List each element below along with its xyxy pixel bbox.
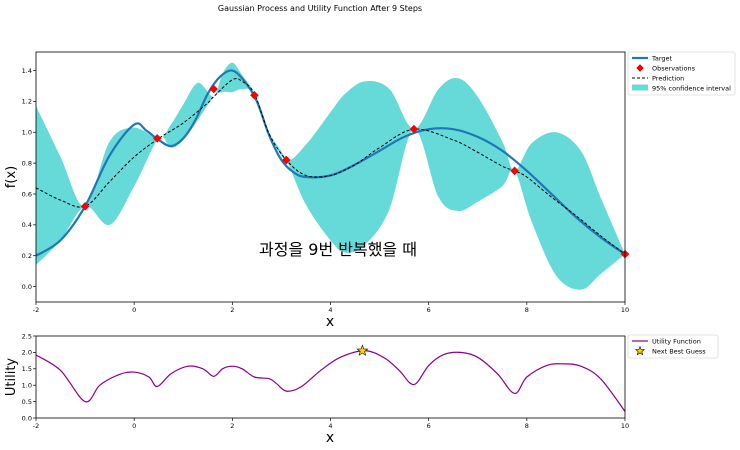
x-tick-label: -2 — [33, 306, 39, 314]
utility-line — [35, 350, 626, 412]
x-tick-label: 10 — [621, 306, 629, 314]
utility-x-ticks: -2 0 2 4 6 8 10 — [33, 418, 629, 430]
y-tick-label: 1.5 — [22, 365, 32, 373]
figure-title: Gaussian Process and Utility Function Af… — [218, 4, 422, 13]
y-tick-label: 1.0 — [22, 129, 32, 137]
x-tick-label: 8 — [525, 306, 529, 314]
legend-observations-label: Observations — [652, 65, 696, 73]
y-tick-label: 1.0 — [22, 382, 32, 390]
y-tick-label: 2.0 — [22, 349, 32, 357]
x-tick-label: 2 — [230, 306, 234, 314]
legend-next-guess-label: Next Best Guess — [652, 348, 706, 356]
legend-observations-swatch — [636, 64, 644, 72]
utility-y-ticks: 0.0 0.5 1.0 1.5 2.0 2.5 — [22, 332, 36, 422]
legend-prediction-label: Prediction — [652, 75, 684, 83]
utility-legend-box — [627, 334, 719, 359]
gp-series-group — [36, 62, 625, 290]
y-tick-label: 0.5 — [22, 398, 32, 406]
x-tick-label: 4 — [328, 306, 332, 314]
utility-chart: -2 0 2 4 6 8 10 0.0 0.5 1.0 1.5 2.0 2.5 x Utility U… — [4, 332, 719, 446]
x-tick-label: -2 — [33, 422, 39, 430]
y-tick-label: 0.0 — [22, 414, 32, 422]
gp-y-axis-label: f(x) — [4, 166, 19, 188]
y-tick-label: 2.5 — [22, 332, 32, 340]
x-tick-label: 2 — [230, 422, 234, 430]
gp-chart: -2 0 2 4 6 8 10 0.0 0.2 0.4 0.6 0.8 1.0 1.2 1.4 x f(x… — [4, 51, 736, 330]
gp-x-axis-label: x — [326, 314, 334, 330]
chart-annotation: 과정을 9번 반복했을 때 — [259, 240, 417, 259]
next-best-guess-star — [356, 344, 369, 356]
target-line — [36, 69, 625, 257]
gp-legend: Target Observations Prediction 95% confi… — [627, 51, 736, 96]
observation-point — [409, 124, 419, 134]
utility-plot-area — [35, 344, 626, 412]
observation-point — [152, 134, 162, 143]
x-tick-label: 4 — [328, 422, 332, 430]
gp-x-ticks: -2 0 2 4 6 8 10 — [33, 302, 629, 314]
x-tick-label: 0 — [132, 306, 136, 314]
observation-point — [250, 90, 259, 100]
utility-axes-frame — [35, 335, 626, 419]
y-tick-label: 1.4 — [22, 67, 32, 75]
legend-confidence-label: 95% confidence interval — [652, 85, 731, 93]
x-tick-label: 6 — [427, 306, 431, 314]
observation-point — [80, 201, 90, 211]
y-tick-label: 1.2 — [22, 98, 32, 106]
x-tick-label: 10 — [621, 422, 629, 430]
legend-next-guess-swatch — [634, 345, 646, 356]
x-tick-label: 8 — [525, 422, 529, 430]
utility-y-axis-label: Utility — [4, 358, 19, 397]
observation-point — [209, 84, 219, 94]
legend-confidence-swatch — [632, 84, 648, 91]
y-tick-label: 0.6 — [22, 190, 32, 198]
y-tick-label: 0.2 — [22, 252, 32, 260]
gp-legend-box — [627, 51, 736, 96]
y-tick-label: 0.0 — [22, 283, 32, 291]
legend-target-label: Target — [651, 55, 673, 63]
observation-point — [281, 155, 291, 165]
x-tick-label: 0 — [132, 422, 136, 430]
observation-point — [510, 166, 519, 176]
gp-plot-area — [36, 62, 630, 290]
x-tick-label: 6 — [427, 422, 431, 430]
y-tick-label: 0.8 — [22, 159, 32, 167]
utility-x-axis-label: x — [326, 430, 334, 446]
y-tick-label: 0.4 — [22, 221, 32, 229]
legend-utility-label: Utility Function — [652, 338, 701, 346]
utility-legend: Utility Function Next Best Guess — [627, 334, 719, 359]
gp-y-ticks: 0.0 0.2 0.4 0.6 0.8 1.0 1.2 1.4 — [22, 67, 36, 291]
